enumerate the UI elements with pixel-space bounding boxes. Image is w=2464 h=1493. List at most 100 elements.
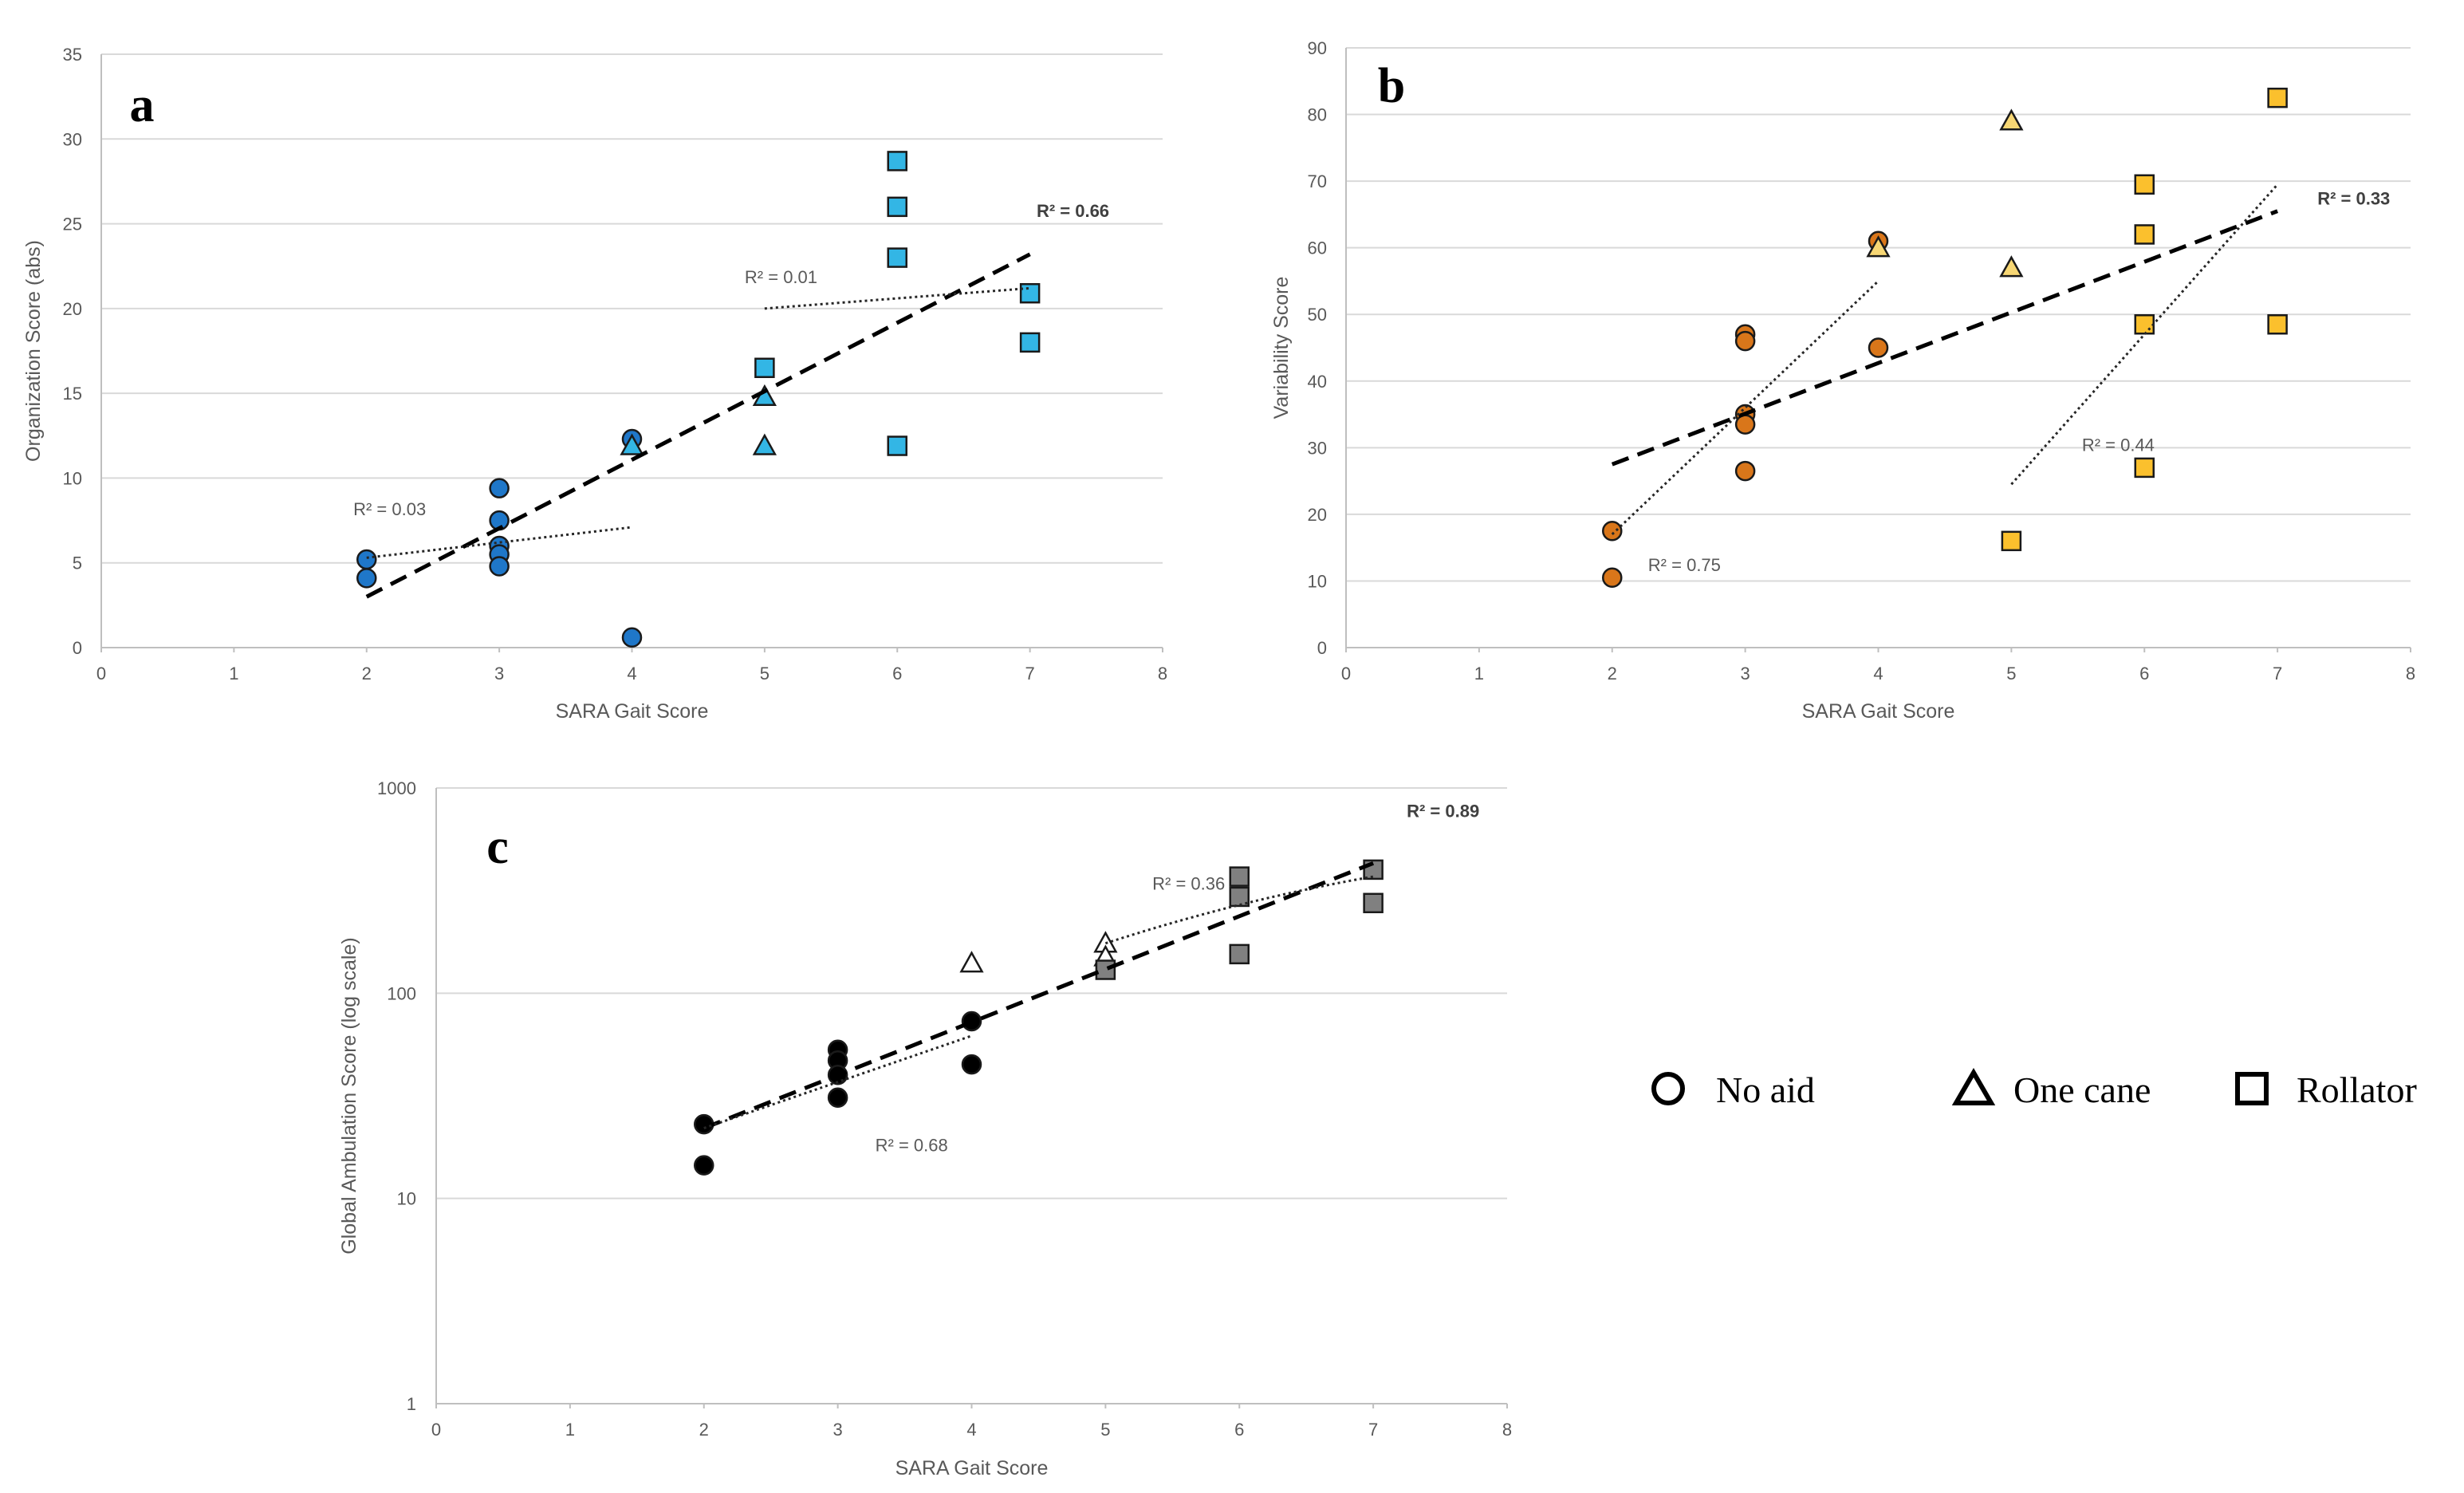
r2-label-overall: R² = 0.89 (1407, 802, 1479, 821)
y-tick-label: 5 (73, 553, 82, 573)
x-tick-label: 8 (1158, 664, 1167, 683)
legend: No aid One cane Rollator (1651, 1068, 2417, 1110)
point-circle-no-aid (1734, 460, 1756, 482)
x-tick-label: 4 (1873, 664, 1883, 683)
panel-letter: b (1378, 59, 1405, 113)
x-tick-label: 3 (833, 1420, 843, 1440)
x-tick-label: 4 (627, 664, 636, 683)
panel-b-variability-chart: 0 10 20 30 40 50 60 70 80 90 0 1 2 3 4 5 6 7 8 SARA Gait Sc… (1270, 38, 2415, 723)
y-tick-label: 10 (397, 1189, 416, 1209)
point-square-rollator (1229, 866, 1250, 887)
panel-letter: a (130, 78, 155, 132)
point-square-rollator (887, 196, 907, 218)
trendline-overall (703, 861, 1375, 1130)
x-tick-label: 8 (2406, 664, 2415, 683)
y-tick-label: 15 (63, 384, 82, 404)
x-tick-label: 6 (892, 664, 902, 683)
y-tick-label: 20 (63, 299, 82, 319)
trendline-no_aid (703, 1034, 972, 1129)
point-square-rollator (1019, 282, 1041, 304)
point-square-rollator (1095, 959, 1116, 980)
point-circle-no-aid (694, 1155, 714, 1176)
x-tick-label: 3 (1741, 664, 1750, 683)
point-square-rollator (2267, 87, 2288, 108)
point-triangle-one-cane (1999, 108, 2024, 131)
y-tick-label: 80 (1308, 105, 1327, 125)
x-tick-label: 2 (362, 664, 372, 683)
trendline-overall (365, 252, 1031, 599)
point-triangle-one-cane (1999, 255, 2024, 278)
point-square-rollator (754, 357, 775, 379)
x-tick-label: 0 (431, 1420, 441, 1440)
y-tick-label: 100 (387, 983, 416, 1003)
legend-label-no-aid: No aid (1716, 1070, 1815, 1110)
point-square-rollator (1229, 943, 1250, 965)
x-tick-label: 7 (2273, 664, 2282, 683)
panel-letter: c (486, 820, 509, 874)
point-circle-no-aid (489, 478, 510, 498)
point-circle-no-aid (356, 549, 377, 570)
r2-label-overall: R² = 0.66 (1037, 201, 1109, 221)
point-triangle-one-cane (959, 951, 984, 973)
x-tick-label: 5 (1100, 1420, 1110, 1440)
point-square-rollator (2001, 530, 2022, 552)
point-square-rollator (1229, 886, 1250, 908)
legend-label-rollator: Rollator (2297, 1070, 2417, 1110)
y-tick-label: 70 (1308, 171, 1327, 191)
y-tick-label: 35 (63, 45, 82, 65)
x-axis-title: SARA Gait Score (556, 700, 709, 723)
y-tick-label: 1 (407, 1394, 416, 1414)
r2-label-rollator: R² = 0.36 (1152, 873, 1225, 893)
x-tick-label: 2 (1608, 664, 1617, 683)
x-tick-label: 0 (1341, 664, 1351, 683)
point-circle-no-aid (1868, 337, 1889, 358)
point-triangle-one-cane (752, 433, 777, 455)
point-square-rollator (2134, 314, 2155, 335)
x-tick-label: 1 (229, 664, 238, 683)
y-tick-label: 30 (63, 129, 82, 149)
y-tick-label: 50 (1308, 305, 1327, 325)
r2-label-rollator: R² = 0.44 (2082, 435, 2155, 455)
point-triangle-one-cane (620, 433, 644, 455)
y-tick-label: 60 (1308, 238, 1327, 258)
point-square-rollator (887, 435, 907, 456)
y-tick-label: 10 (1308, 571, 1327, 591)
r2-label-no_aid: R² = 0.03 (353, 499, 426, 519)
point-circle-no-aid (961, 1054, 982, 1075)
point-square-rollator (2134, 457, 2155, 479)
point-circle-no-aid (356, 568, 377, 589)
y-axis-title: Global Ambulation Score (log scale) (338, 937, 360, 1254)
x-tick-label: 7 (1368, 1420, 1378, 1440)
legend-label-one-cane: One cane (2013, 1070, 2151, 1110)
point-triangle-one-cane (1866, 235, 1891, 258)
x-tick-label: 6 (2139, 664, 2149, 683)
y-tick-label: 1000 (377, 778, 416, 798)
x-tick-label: 1 (1474, 664, 1484, 683)
y-axis-title: Variability Score (1270, 277, 1293, 420)
y-tick-label: 0 (73, 638, 82, 658)
point-circle-no-aid (1602, 521, 1623, 542)
y-tick-label: 20 (1308, 505, 1327, 525)
point-circle-no-aid (1734, 414, 1756, 435)
point-circle-no-aid (827, 1087, 848, 1108)
r2-label-rollator: R² = 0.01 (745, 267, 817, 287)
x-tick-label: 2 (699, 1420, 709, 1440)
x-tick-label: 5 (760, 664, 770, 683)
x-tick-label: 4 (966, 1420, 976, 1440)
legend-triangle-marker (1951, 1068, 1996, 1105)
point-circle-no-aid (1734, 330, 1756, 352)
trendline-overall (1611, 209, 2279, 467)
point-square-rollator (1363, 892, 1384, 914)
x-tick-label: 6 (1234, 1420, 1244, 1440)
point-circle-no-aid (1602, 567, 1623, 589)
panel-a-organization-chart: 0 5 10 15 20 25 30 35 0 1 2 3 4 5 6 7 8 SARA Gait Score Or… (22, 45, 1167, 723)
x-tick-label: 1 (565, 1420, 575, 1440)
r2-label-overall: R² = 0.33 (2317, 188, 2390, 208)
x-tick-label: 7 (1025, 664, 1035, 683)
point-square-rollator (887, 151, 907, 171)
x-tick-label: 3 (494, 664, 504, 683)
r2-label-no_aid: R² = 0.68 (876, 1135, 948, 1155)
legend-square-marker (2235, 1072, 2269, 1105)
